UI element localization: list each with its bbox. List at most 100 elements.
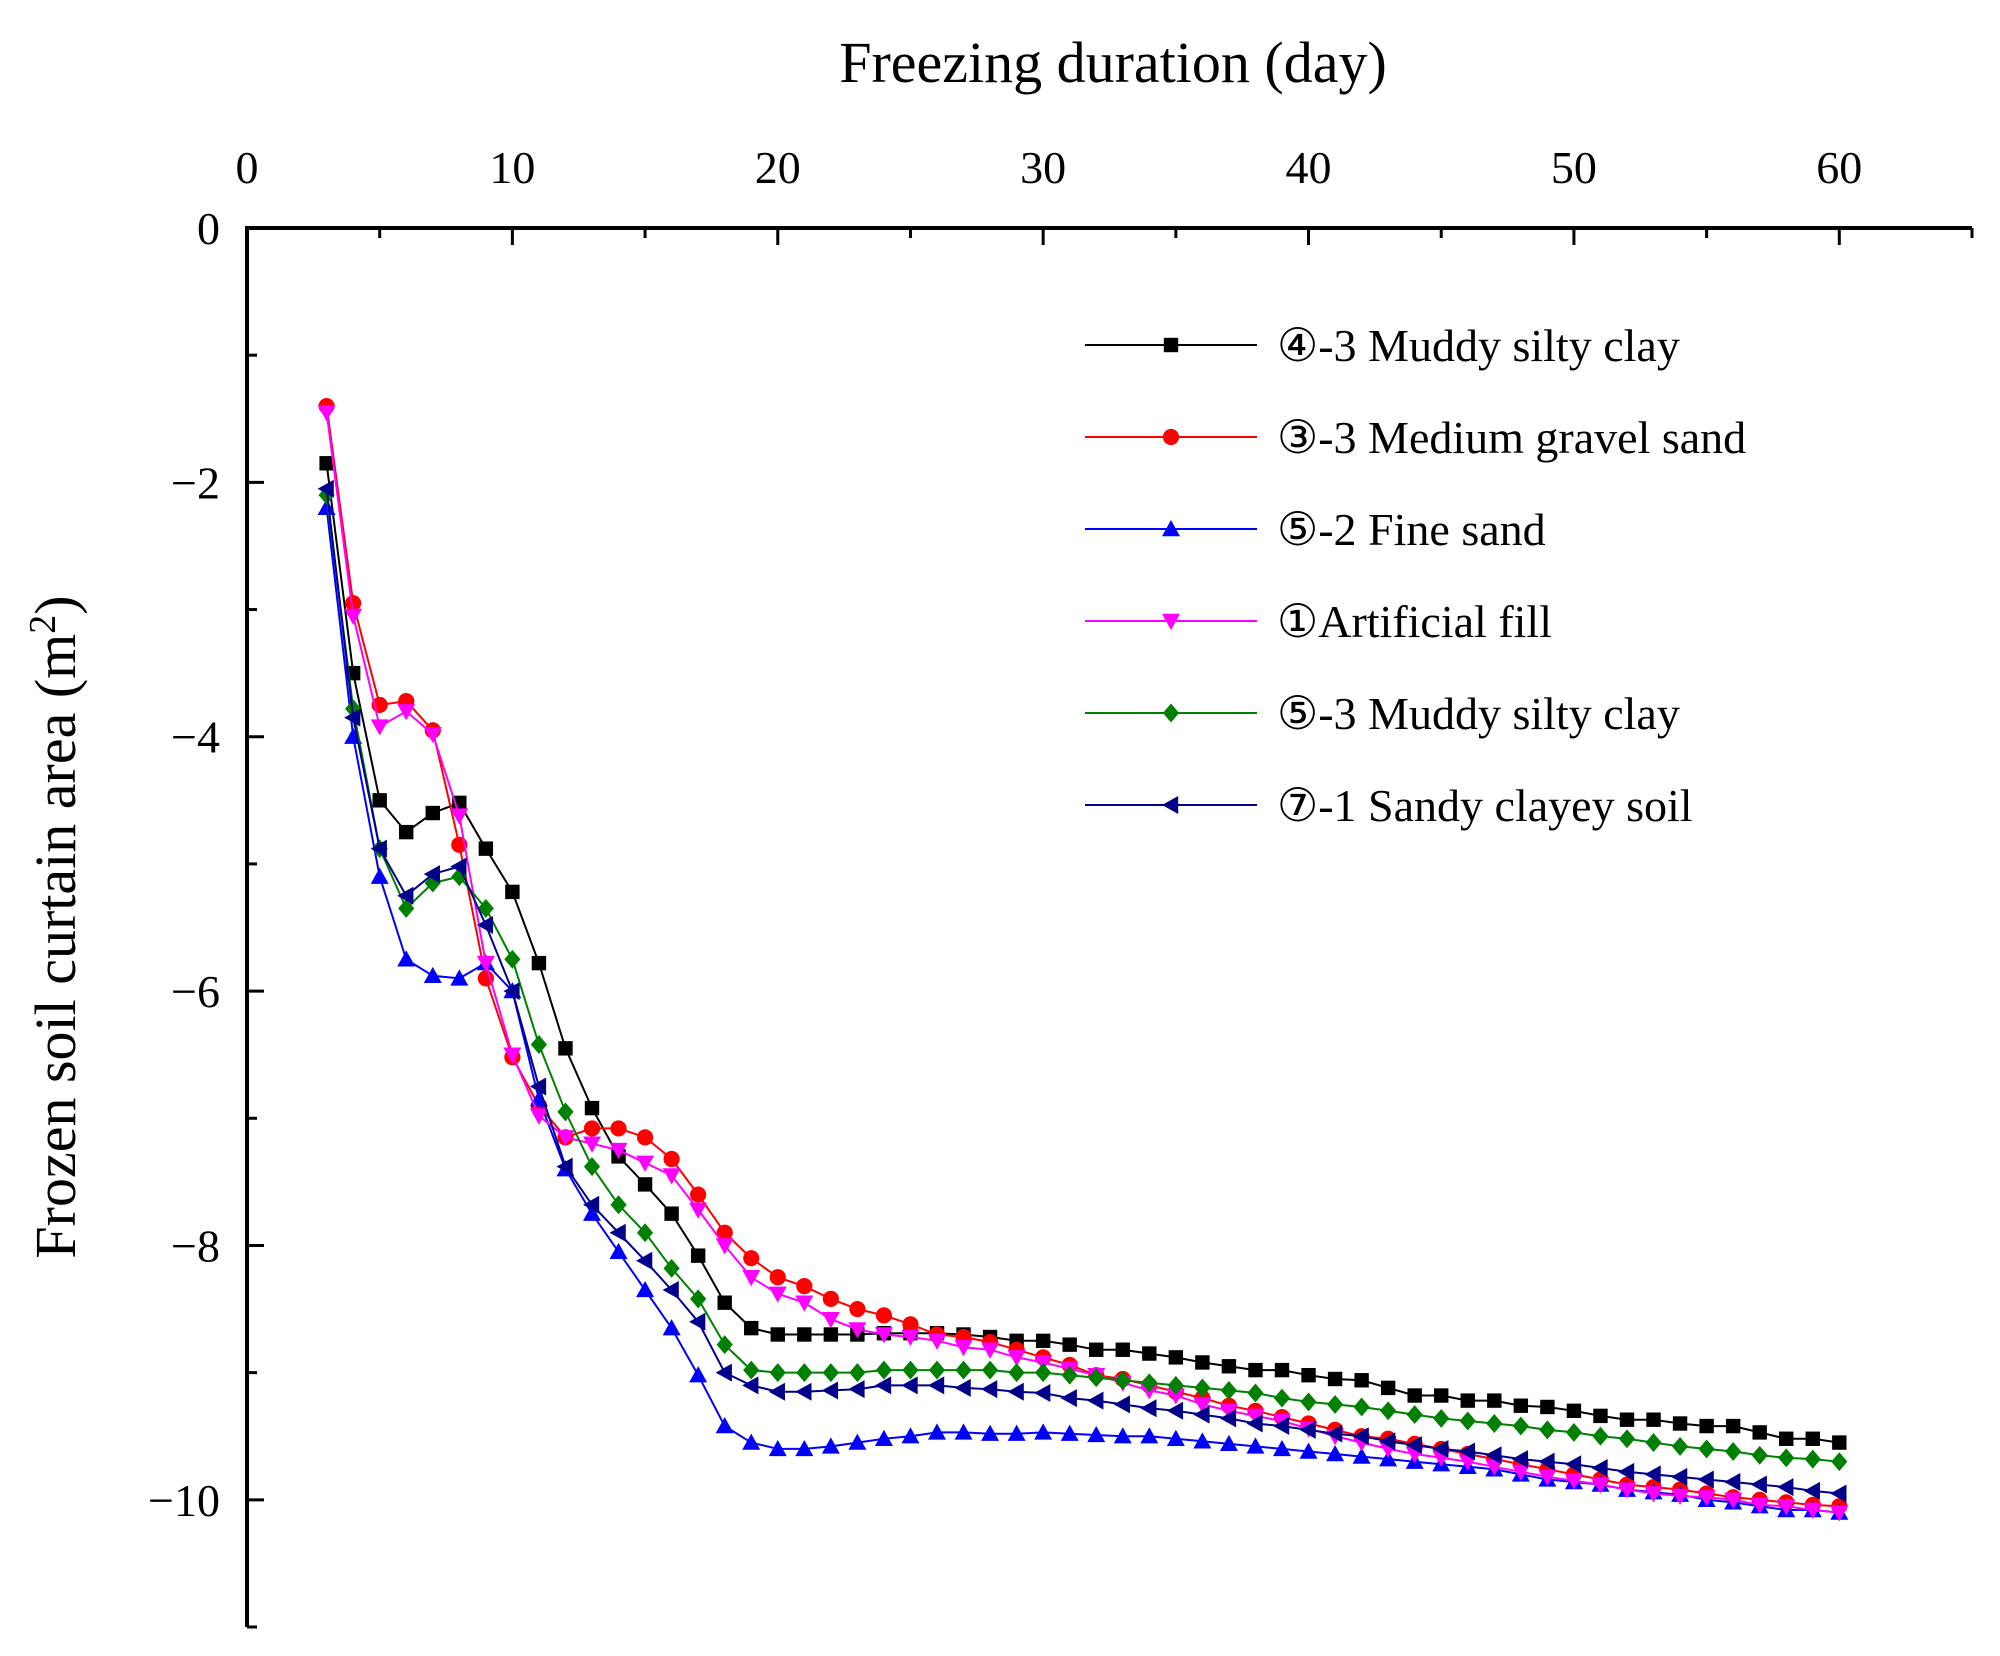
data-point [478, 841, 494, 856]
data-point [770, 1327, 785, 1342]
data-point [583, 1195, 600, 1214]
x-axis-title: Freezing duration (day) [839, 30, 1387, 95]
data-point [476, 915, 494, 934]
data-point [1830, 1505, 1849, 1522]
data-point [715, 1238, 734, 1255]
data-point [636, 1129, 654, 1146]
data-point [1646, 1412, 1661, 1427]
data-point [1618, 1429, 1636, 1449]
data-point [768, 1286, 787, 1303]
x-tick-label: 40 [1286, 142, 1332, 193]
data-point [344, 608, 363, 625]
data-point [1644, 1486, 1663, 1503]
data-point [530, 1035, 548, 1054]
data-point [317, 405, 336, 422]
data-point [1140, 1399, 1157, 1418]
data-point [1087, 1425, 1106, 1443]
data-point [1803, 1481, 1820, 1500]
x-axis-ticks: 0 10 20 30 40 50 60 [236, 142, 1974, 245]
data-point [531, 955, 547, 971]
data-point [505, 884, 520, 900]
data-point [1752, 1425, 1767, 1440]
data-point [1220, 1380, 1238, 1400]
data-point [450, 857, 467, 876]
data-point [399, 824, 414, 840]
data-point [689, 1312, 706, 1331]
data-point [928, 1333, 946, 1350]
legend-label: ③-3 Medium gravel sand [1277, 412, 1746, 463]
data-point [370, 867, 389, 884]
data-point [504, 949, 521, 969]
data-point [1248, 1362, 1263, 1378]
data-point [1301, 1367, 1316, 1383]
data-point [1485, 1446, 1502, 1465]
data-point [662, 1168, 681, 1185]
data-point [1804, 1449, 1821, 1469]
data-point [1512, 1416, 1529, 1436]
data-point [1671, 1436, 1689, 1456]
data-point [1195, 1355, 1210, 1370]
data-point [397, 704, 416, 721]
data-point [423, 865, 440, 884]
data-point [1274, 1362, 1290, 1378]
data-point [1273, 1439, 1291, 1457]
data-point [796, 1363, 813, 1383]
x-tick-label: 60 [1816, 142, 1862, 193]
data-point [636, 1223, 654, 1243]
data-point [848, 1380, 865, 1399]
data-point [1511, 1450, 1529, 1469]
data-point [1273, 1388, 1291, 1408]
data-point [849, 1363, 866, 1383]
data-point [1141, 1373, 1158, 1393]
data-point [1699, 1418, 1714, 1434]
legend-item: ③-3 Medium gravel sand [1085, 412, 1746, 463]
data-point [1008, 1363, 1025, 1383]
data-point [1113, 1427, 1132, 1444]
legend-item: ⑤-2 Fine sand [1085, 504, 1546, 555]
legend-label: ④-3 Muddy silty clay [1277, 320, 1680, 371]
data-point [584, 1100, 600, 1116]
data-point [637, 1177, 653, 1192]
series-3 [317, 498, 1849, 1520]
data-point [715, 1417, 734, 1434]
data-point [662, 1319, 681, 1336]
data-point [476, 955, 495, 973]
data-point [797, 1327, 812, 1342]
y-tick-label: −6 [171, 966, 220, 1017]
data-point [1061, 1365, 1078, 1385]
data-point [901, 1376, 918, 1395]
data-point [609, 1142, 628, 1160]
series-layer [317, 397, 1849, 1522]
data-point [529, 1108, 548, 1125]
data-point [823, 1327, 839, 1342]
y-axis-title-main: Frozen soil curtain area (m [23, 634, 88, 1259]
data-point [1698, 1439, 1715, 1459]
data-point [1380, 1380, 1396, 1396]
data-point [1247, 1383, 1264, 1403]
data-point [769, 1269, 786, 1286]
series-line [325, 405, 1840, 1508]
data-point [1538, 1469, 1557, 1486]
data-point [690, 1248, 706, 1263]
data-point [1327, 1371, 1343, 1387]
data-point [1433, 1408, 1450, 1428]
data-point [822, 1290, 839, 1307]
data-point [1591, 1477, 1610, 1494]
data-point [954, 1378, 971, 1397]
y-tick-label: −8 [171, 1220, 220, 1271]
data-point [1434, 1388, 1449, 1403]
data-point [742, 1376, 759, 1395]
data-point [1407, 1388, 1422, 1403]
plot-area: 0 10 20 30 40 50 60 0 −2 −4 −6 −8 −10 [148, 142, 1974, 1629]
data-point [529, 1077, 547, 1096]
data-point [742, 1433, 761, 1450]
data-point [372, 793, 387, 808]
y-axis-ticks: 0 −2 −4 −6 −8 −10 [148, 203, 264, 1629]
data-point [423, 966, 442, 984]
data-point [370, 719, 389, 736]
data-point [1487, 1393, 1502, 1408]
data-point [1619, 1412, 1635, 1427]
data-point [875, 1307, 893, 1324]
data-point [1300, 1392, 1317, 1412]
data-point [1592, 1426, 1609, 1446]
